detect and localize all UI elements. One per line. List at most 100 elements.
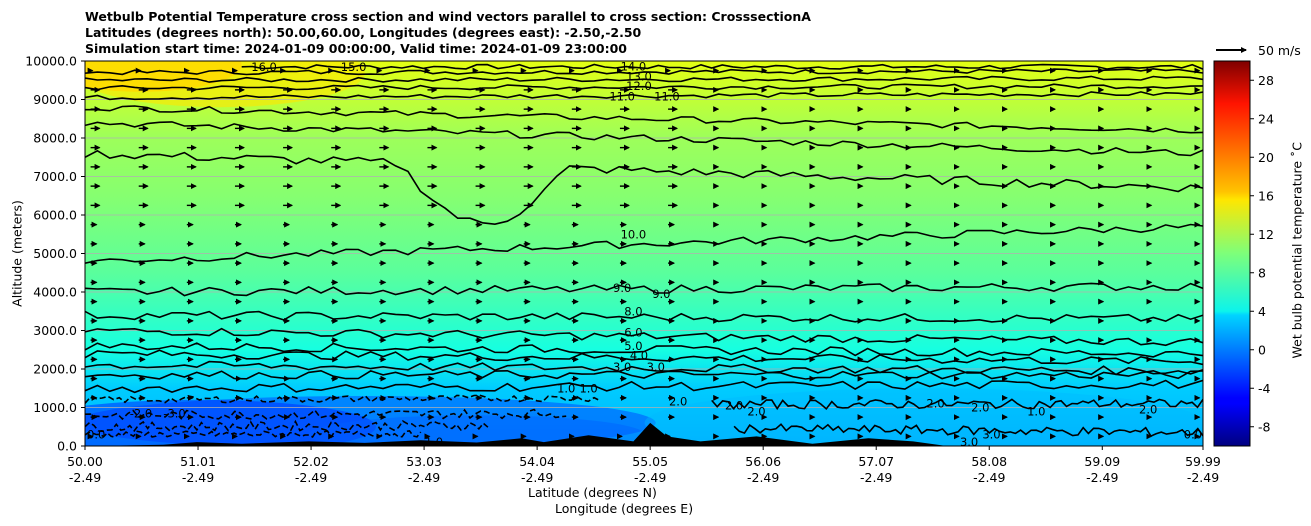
contour-label-9: 9.0 (652, 287, 670, 301)
chart-title-line-1: Wetbulb Potential Temperature cross sect… (85, 9, 811, 24)
contour-label-1: 15.0 (341, 60, 367, 74)
colorbar-tick-label-2: 0 (1258, 342, 1266, 357)
contour-label-14: 3.0 (613, 360, 631, 374)
contour-label-27: 3.0 (960, 435, 978, 449)
x-tick-label-lon-4: -2.49 (521, 470, 553, 485)
contour-label-17: 1.0 (579, 381, 597, 395)
x-tick-label-lat-4: 54.04 (519, 454, 555, 469)
x-tick-label-lon-3: -2.49 (408, 470, 440, 485)
contour-line-22 (733, 423, 1203, 438)
contour-line-10 (85, 310, 1203, 323)
contour-line-21 (711, 398, 1203, 411)
contour-line-13 (85, 349, 1203, 366)
contour-line-19 (85, 419, 489, 433)
colorbar-tick-label-8: 24 (1258, 111, 1274, 126)
y-tick-label-0: 0.0 (57, 439, 77, 454)
x-tick-label-lon-2: -2.49 (295, 470, 327, 485)
x-tick-label-lon-8: -2.49 (973, 470, 1005, 485)
contour-label-25: 1.0 (1027, 404, 1045, 418)
vector-key-label: 50 m/s (1258, 43, 1301, 58)
x-tick-label-lon-7: -2.49 (860, 470, 892, 485)
y-tick-label-1: 1000.0 (33, 400, 77, 415)
colorbar-label: Wet bulb potential temperature ˚C (1289, 141, 1305, 359)
x-tick-label-lat-5: 55.05 (632, 454, 668, 469)
contour-line-11 (85, 327, 1203, 347)
contour-line-12 (85, 342, 1203, 358)
terrain-silhouette (85, 422, 1203, 446)
contour-label-24: 2.0 (971, 401, 989, 415)
contour-label-18: -3.0 (163, 406, 185, 420)
contour-line-2 (85, 75, 1203, 83)
y-tick-label-8: 8000.0 (33, 131, 77, 146)
chart-title-line-3: Simulation start time: 2024-01-09 00:00:… (85, 41, 627, 56)
colorbar-tick-label-1: -4 (1258, 381, 1271, 396)
contour-label-8: 9.0 (613, 281, 631, 295)
x-tick-label-lat-6: 56.06 (745, 454, 781, 469)
x-tick-label-lon-1: -2.49 (182, 470, 214, 485)
colorbar (1213, 60, 1251, 447)
contour-label-12: 5.0 (624, 339, 642, 353)
contour-label-2: 14.0 (621, 59, 647, 73)
contour-label-20: 2.0 (669, 395, 687, 409)
y-tick-label-4: 4000.0 (33, 285, 77, 300)
colorbar-tick-label-9: 28 (1258, 73, 1274, 88)
x-tick-label-lon-10: -2.49 (1187, 470, 1219, 485)
contour-line-16 (85, 379, 1203, 394)
axes: 50.00-2.4951.01-2.4952.02-2.4953.03-2.49… (25, 54, 1221, 486)
contour-label-28: 3.0 (982, 427, 1000, 441)
x-tick-label-lat-3: 53.03 (406, 454, 442, 469)
contour-label-7: 10.0 (621, 227, 647, 241)
contour-label-26: 2.0 (1139, 402, 1157, 416)
x-tick-label-lat-0: 50.00 (67, 454, 103, 469)
colorbar-tick-label-5: 12 (1258, 227, 1274, 242)
contour-lines (85, 63, 1203, 439)
colorbar-tick-label-7: 20 (1258, 150, 1274, 165)
contour-labels: 16.0 15.0 14.013.012.011.0 11.0 10.0 9.0 9.0 8.… (87, 59, 1202, 449)
contour-label-5: 11.0 (609, 89, 635, 103)
x-tick-label-lat-10: 59.99 (1185, 454, 1221, 469)
colorbar-ticks: -8 -4 0 4 8 12 16 20 24 28 (1250, 73, 1274, 434)
contour-label-16: 1.0 (557, 381, 575, 395)
colorbar-tick-label-0: -8 (1258, 419, 1271, 434)
x-tick-label-lat-9: 59.09 (1084, 454, 1120, 469)
contour-line-3 (85, 83, 1203, 91)
contour-label-19: -2.0 (130, 406, 152, 420)
contour-line-17 (85, 394, 601, 404)
contour-line-1 (85, 67, 1203, 76)
gridlines (85, 61, 1203, 446)
contour-label-21: 2.0 (725, 399, 743, 413)
contour-label-11: 6.0 (624, 325, 642, 339)
x-tick-label-lat-8: 58.08 (971, 454, 1007, 469)
y-tick-label-6: 6000.0 (33, 208, 77, 223)
x-axis-label-longitude: Longitude (degrees E) (555, 501, 694, 516)
x-tick-label-lon-5: -2.49 (634, 470, 666, 485)
contour-label-13: 4.0 (630, 349, 648, 363)
y-axis-label: Altitude (meters) (9, 200, 25, 307)
x-tick-label-lat-2: 52.02 (293, 454, 329, 469)
contour-line-7 (85, 149, 1203, 226)
contour-label-29: -1.0 (421, 435, 443, 449)
contour-line-20 (85, 429, 422, 439)
colorbar-tick-label-6: 16 (1258, 188, 1274, 203)
x-tick-label-lat-1: 51.01 (180, 454, 216, 469)
x-tick-label-lat-7: 57.07 (858, 454, 894, 469)
contour-line-18 (85, 408, 567, 421)
contour-label-6: 11.0 (654, 89, 680, 103)
contour-label-23: 2.0 (926, 397, 944, 411)
chart-title-line-2: Latitudes (degrees north): 50.00,60.00, … (85, 25, 642, 40)
y-tick-label-2: 2000.0 (33, 362, 77, 377)
x-tick-label-lon-0: -2.49 (69, 470, 101, 485)
y-tick-label-5: 5000.0 (33, 246, 77, 261)
contour-label-31: 0.0 (1184, 427, 1202, 441)
contour-line-6 (85, 121, 1203, 157)
contour-label-15: 3.0 (647, 360, 665, 374)
contour-line-5 (85, 105, 1203, 134)
contour-line-4 (85, 91, 1203, 101)
colorbar-tick-label-3: 4 (1258, 304, 1266, 319)
contour-line-9 (85, 282, 1203, 297)
y-tick-label-7: 7000.0 (33, 169, 77, 184)
contour-label-22: 2.0 (747, 404, 765, 418)
field-patch-4 (308, 415, 645, 446)
contour-line-15 (85, 369, 1203, 380)
